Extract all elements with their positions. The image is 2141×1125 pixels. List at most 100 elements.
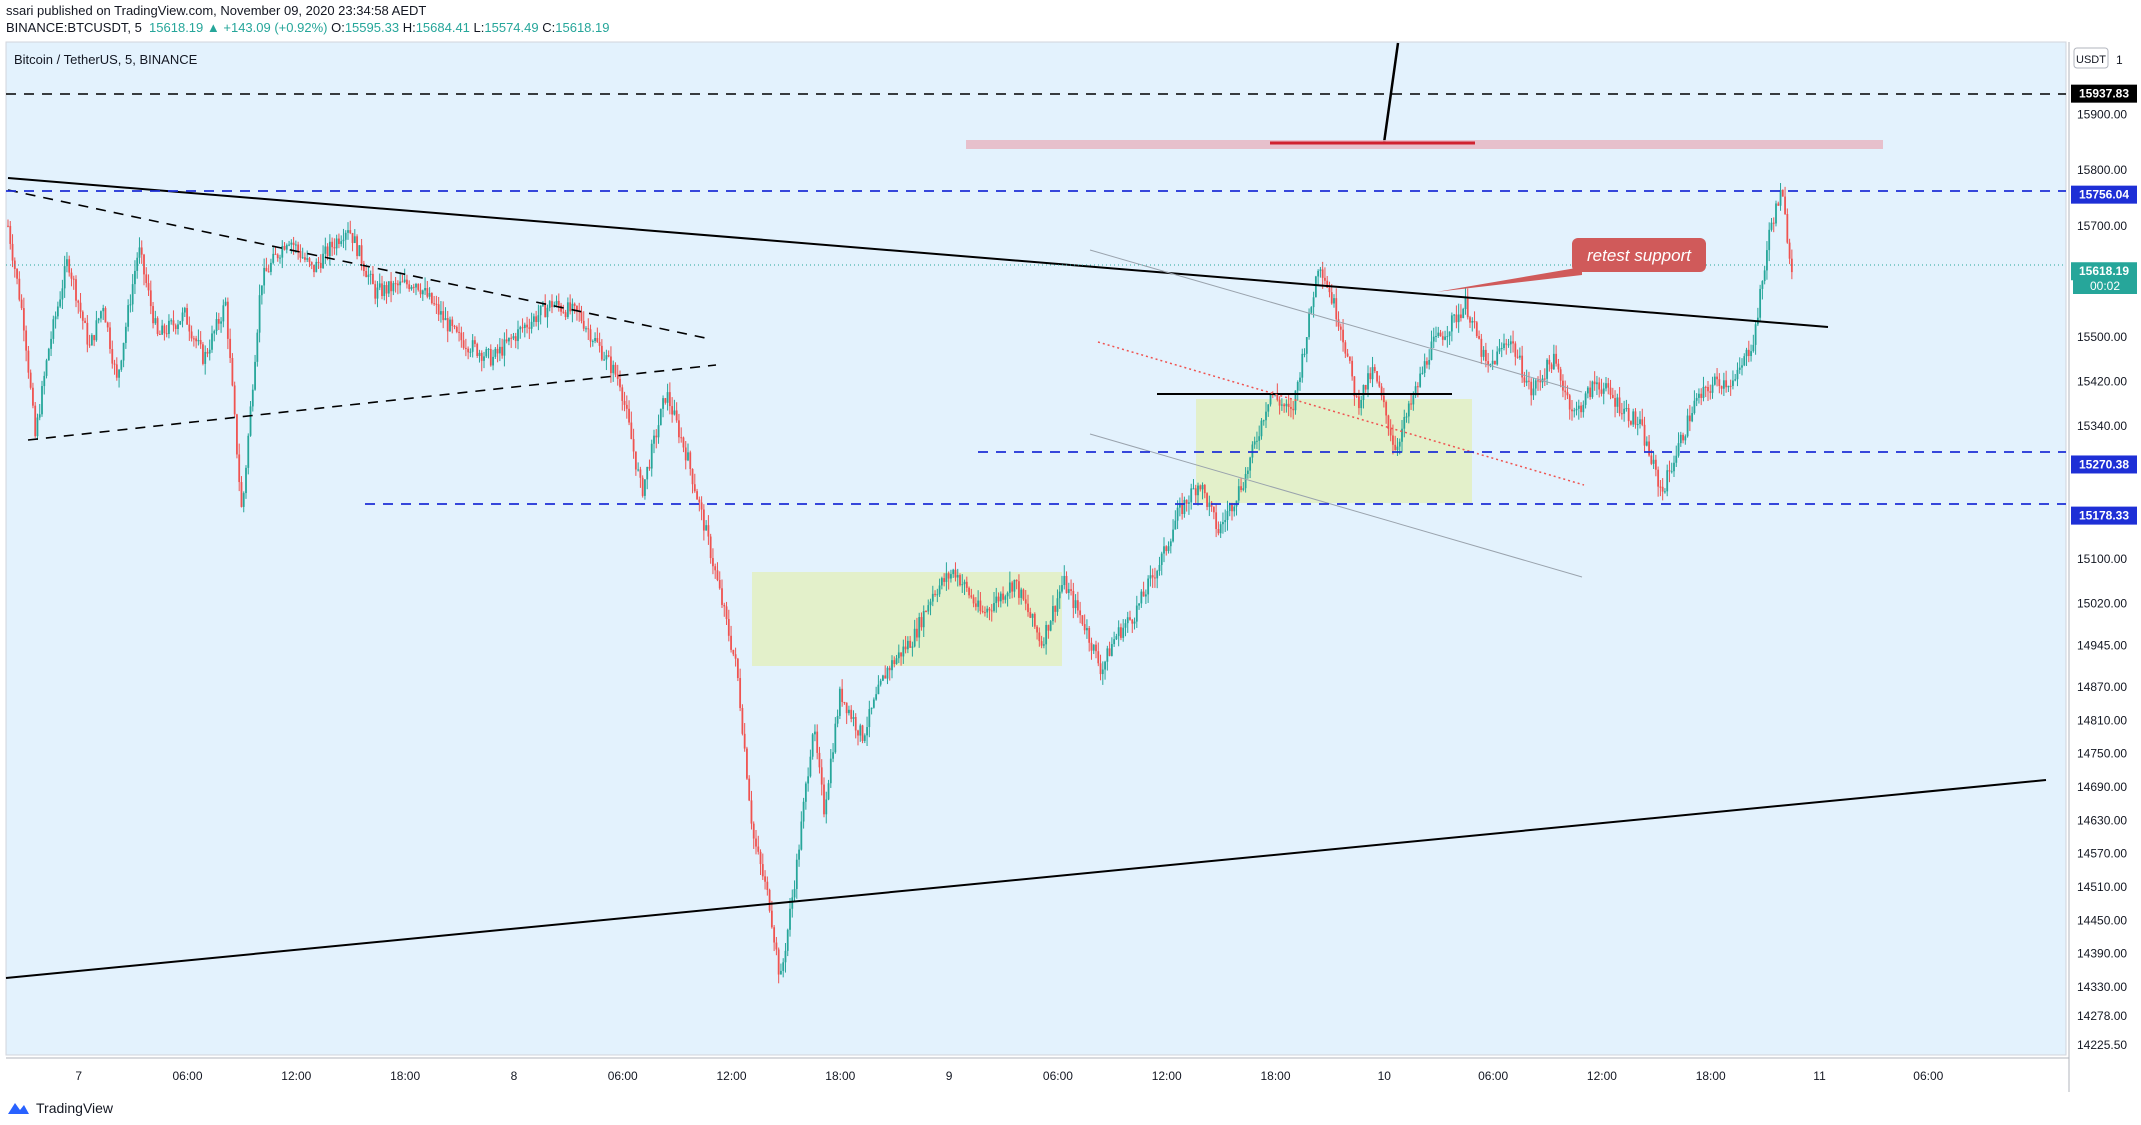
x-tick-label: 12:00 [1587,1069,1617,1083]
candle-body [338,238,340,244]
candle-body [759,851,762,865]
candle-body [79,302,82,312]
candle-body [936,594,939,596]
candle-body [390,281,392,292]
candle-body [458,331,460,333]
candle-body [1072,590,1075,609]
candle-body [938,585,941,595]
candle-body [732,649,735,655]
low-label: L: [473,20,485,35]
candle-body [199,339,202,345]
candle-body [1736,369,1739,380]
candle-body [1589,387,1592,398]
candle-body [655,435,658,438]
candle-body [1532,388,1535,396]
candle-body [1552,353,1555,370]
candle-body [1691,413,1694,422]
open-value: 15595.33 [344,20,400,35]
candle-body [283,245,286,250]
candle-body [1052,606,1054,622]
candle-body [580,311,583,321]
candle-body [999,593,1002,602]
currency-badge[interactable] [2073,47,2109,69]
time-axis[interactable]: 7 06:00 12:00 18:00 8 06:00 12:00 18:00 9 06:00 12… [75,1069,1943,1083]
candle-body [1738,367,1741,370]
candle-body [145,274,148,284]
candle-body [521,327,524,329]
candle-body [1135,605,1138,622]
candle-body [576,305,578,311]
x-tick-label: 18:00 [825,1069,855,1083]
candle-body [1414,386,1417,396]
candle-body [353,236,356,244]
candle-body [118,369,120,378]
candle-body [1410,403,1412,405]
candle-body [673,410,676,415]
candle-body [707,525,710,537]
candle-body [1029,612,1032,618]
candle-body [1364,385,1367,390]
candle-body [129,304,132,306]
candle-body [127,305,130,327]
footer-brand[interactable]: TradingView [36,1100,114,1116]
candle-body [1308,312,1310,338]
candle-body [1151,575,1154,578]
candle-body [1387,415,1390,429]
candle-body [827,783,830,800]
candle-body [1024,599,1027,604]
candle-body [1169,541,1172,547]
candle-body [1766,250,1768,271]
candle-body [1018,581,1020,598]
candle-body [1548,359,1551,365]
candle-body [1718,379,1721,387]
x-tick-label: 06:00 [1043,1069,1073,1083]
candle-body [174,325,177,330]
candle-body [1596,382,1598,385]
callout-pointer [1436,267,1582,292]
candle-body [986,608,989,613]
retest-support-callout[interactable] [1572,238,1706,272]
candle-body [823,784,825,815]
candle-body [421,290,424,295]
price-label-box [2071,506,2137,525]
candle-body [1194,488,1197,496]
plot-area[interactable] [5,41,2067,1056]
candle-body [344,232,347,240]
low-value: 15574.49 [484,20,539,35]
candle-body [1695,397,1698,401]
candle-body [1056,598,1059,612]
candle-body [285,245,288,250]
candle-body [444,318,447,321]
candle-body [766,881,769,890]
candle-body [1249,457,1252,471]
candle-body [696,491,698,500]
candle-body [124,326,127,343]
candle-body [483,356,485,361]
candle-body [589,329,592,342]
candle-body [625,404,628,409]
candle-body [795,859,798,889]
candle-body [272,253,275,263]
candle-body [140,247,143,255]
candle-body [727,619,730,636]
candle-body [970,595,973,598]
candle-body [215,319,218,332]
candle-body [863,735,866,741]
candle-body [956,575,959,578]
price-axis[interactable]: 15900.00 15800.00 15700.00 15500.00 15420.00… [2077,108,2127,1052]
candle-body [494,348,497,357]
candle-body [1469,317,1471,323]
candle-body [1287,403,1290,407]
candle-body [1240,486,1242,490]
price-label-box [2071,185,2137,204]
candle-body [1530,381,1533,396]
candle-body [1682,434,1684,441]
candle-body [1362,385,1365,401]
candle-body [526,324,528,328]
candle-body [1246,470,1249,474]
candle-body [485,349,488,357]
candle-body [1496,351,1499,365]
y-tick-label: 14750.00 [2077,747,2127,761]
candle-body [474,340,476,344]
